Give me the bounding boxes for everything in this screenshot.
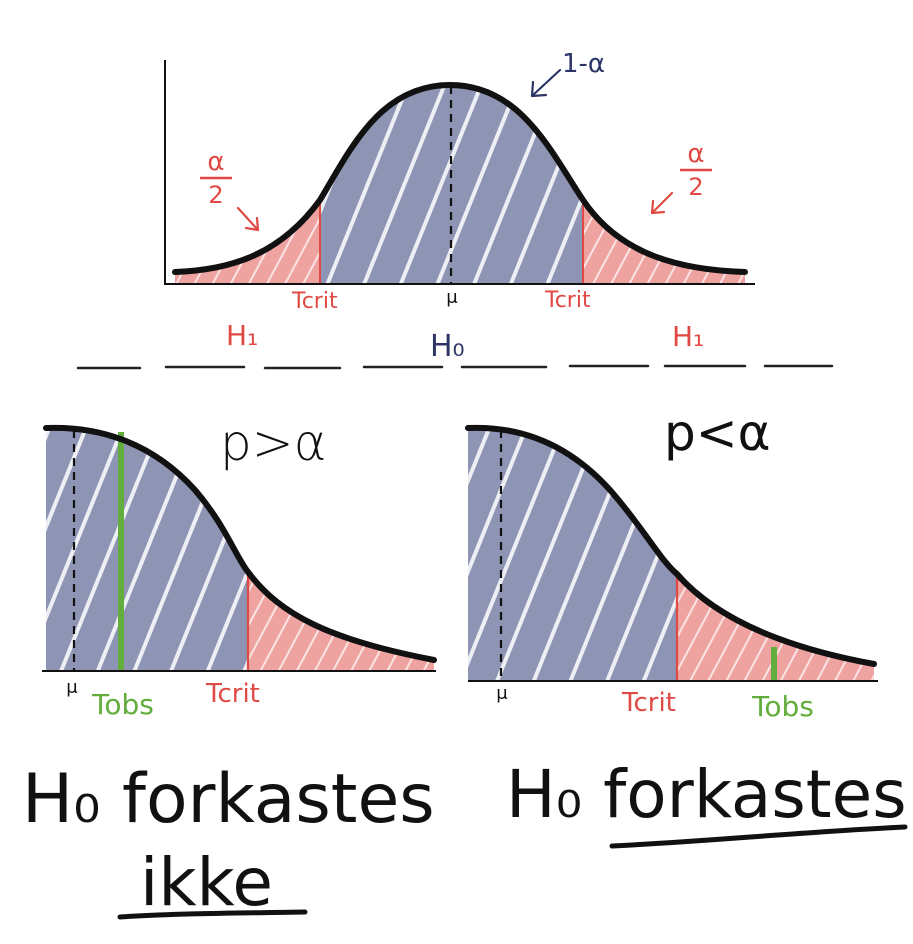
t-crit-left-label: Tcrit <box>291 289 338 314</box>
left-verdict-line1: H₀ forkastes <box>22 760 435 839</box>
right-verdict: H₀ forkastes <box>506 756 907 833</box>
separator <box>76 364 834 370</box>
left-panel <box>42 424 437 672</box>
alpha-left-numerator: α <box>207 147 224 177</box>
alpha-left-arrow <box>236 206 260 232</box>
alpha-right-numerator: α <box>687 139 704 169</box>
one-minus-alpha-label: 1-α <box>562 49 605 79</box>
right-acceptance-region <box>468 427 677 680</box>
left-rejection-region <box>175 200 320 283</box>
left-rejection-region <box>248 572 434 670</box>
alpha-right-denominator: 2 <box>688 173 703 201</box>
left-verdict-line2: ikke <box>140 844 273 921</box>
right-condition-label: p<α <box>664 404 771 462</box>
left-t-crit-label: Tcrit <box>205 679 260 709</box>
right-panel <box>465 424 878 682</box>
left-verdict-underline <box>117 909 308 920</box>
right-t-obs-label: Tobs <box>751 690 814 723</box>
mu-label: μ <box>446 287 458 308</box>
left-acceptance-region <box>46 427 248 670</box>
h1-left-label: H₁ <box>226 319 258 352</box>
one-minus-alpha-arrow <box>530 68 562 98</box>
left-t-obs-label: Tobs <box>91 688 154 721</box>
bell-curve <box>172 81 748 275</box>
h1-right-label: H₁ <box>672 320 704 353</box>
right-t-crit-label: Tcrit <box>621 688 676 718</box>
right-rejection-region <box>583 200 745 283</box>
h0-label: H₀ <box>430 329 465 364</box>
left-mu-label: μ <box>66 677 78 698</box>
alpha-left-denominator: 2 <box>208 181 223 209</box>
right-curve <box>465 424 877 667</box>
t-crit-right-label: Tcrit <box>544 288 591 313</box>
alpha-right-arrow <box>650 191 674 215</box>
left-curve <box>43 424 437 663</box>
top-distribution <box>164 60 755 285</box>
left-condition-label: p>α <box>220 414 327 472</box>
right-verdict-underline <box>609 824 908 849</box>
right-mu-label: μ <box>496 683 508 704</box>
